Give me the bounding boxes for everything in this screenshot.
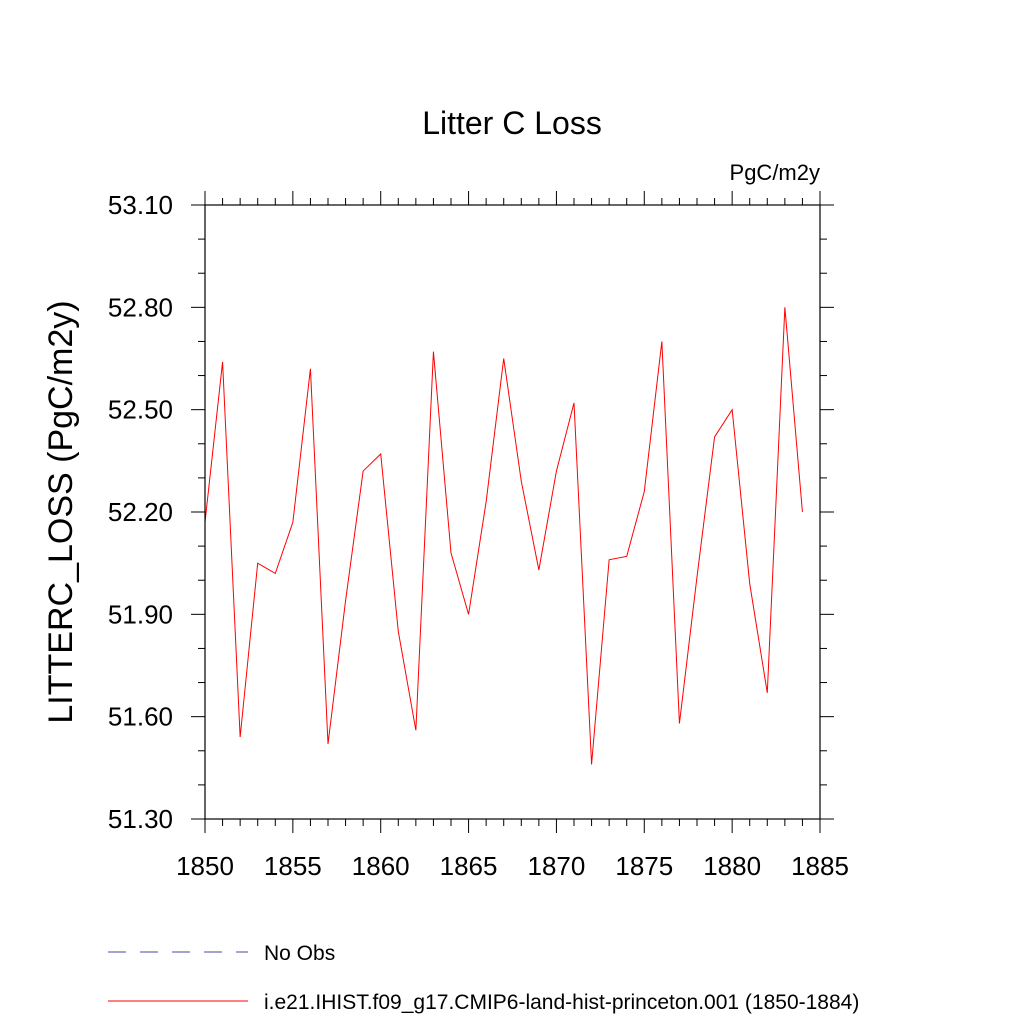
x-tick-label: 1880 [703, 851, 761, 881]
y-tick-label: 52.80 [108, 292, 173, 322]
y-axis-tick-labels: 51.30 51.60 51.90 52.20 52.50 52.80 53.10 [108, 190, 173, 834]
x-tick-label: 1875 [615, 851, 673, 881]
series-line-0 [204, 307, 803, 765]
x-tick-label: 1865 [440, 851, 498, 881]
y-tick-label: 51.30 [108, 804, 173, 834]
y-axis-ticks [191, 204, 834, 820]
y-tick-label: 51.60 [108, 702, 173, 732]
x-tick-label: 1850 [176, 851, 234, 881]
units-label: PgC/m2y [730, 160, 820, 185]
x-tick-label: 1870 [528, 851, 586, 881]
legend-label-no-obs: No Obs [264, 942, 335, 965]
chart-title: Litter C Loss [422, 105, 602, 141]
x-axis-tick-labels: 1850 1855 1860 1865 1870 1875 1880 1885 [176, 851, 849, 881]
legend-label-model-run: i.e21.IHIST.f09_g17.CMIP6-land-hist-prin… [264, 991, 859, 1014]
x-axis-ticks [204, 191, 821, 833]
x-tick-label: 1885 [791, 851, 849, 881]
legend: No Obs i.e21.IHIST.f09_g17.CMIP6-land-hi… [108, 942, 859, 1014]
y-tick-label: 52.50 [108, 395, 173, 425]
plot-frame [204, 204, 821, 820]
y-tick-label: 53.10 [108, 190, 173, 220]
y-axis-label: LITTERC_LOSS (PgC/m2y) [42, 300, 80, 723]
y-tick-label: 52.20 [108, 497, 173, 527]
x-tick-label: 1860 [352, 851, 410, 881]
series-layer [204, 307, 803, 765]
x-tick-label: 1855 [264, 851, 322, 881]
y-tick-label: 51.90 [108, 599, 173, 629]
